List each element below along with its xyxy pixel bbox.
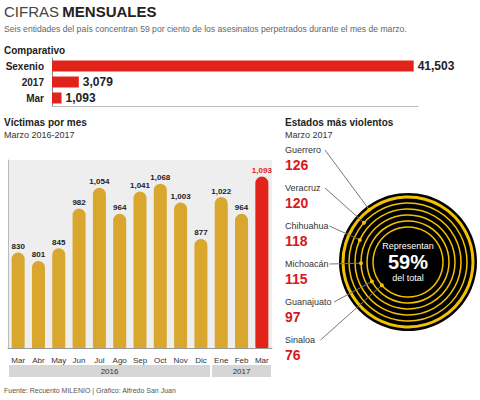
svg-text:1,054: 1,054 (89, 177, 110, 186)
svg-text:CIFRAS: CIFRAS (4, 3, 59, 20)
svg-text:76: 76 (285, 347, 301, 363)
svg-text:Dic: Dic (195, 356, 207, 365)
svg-text:Michoacán: Michoacán (285, 259, 329, 269)
svg-text:Estados más violentos: Estados más violentos (285, 117, 394, 128)
svg-text:Mar: Mar (26, 93, 44, 104)
svg-text:Oct: Oct (154, 356, 167, 365)
svg-text:964: 964 (235, 203, 249, 212)
svg-text:115: 115 (285, 271, 308, 287)
svg-text:Marzo 2017: Marzo 2017 (285, 130, 333, 140)
svg-text:830: 830 (11, 242, 25, 251)
svg-text:del total: del total (392, 273, 424, 283)
svg-text:Veracruz: Veracruz (285, 183, 321, 193)
svg-text:May: May (51, 356, 66, 365)
svg-text:Ago: Ago (113, 356, 128, 365)
svg-text:Seis entidades del país concen: Seis entidades del país concentran 59 po… (4, 24, 407, 34)
svg-text:1,003: 1,003 (171, 192, 192, 201)
svg-text:Sinaloa: Sinaloa (285, 335, 315, 345)
svg-text:964: 964 (113, 203, 127, 212)
svg-text:Mar: Mar (11, 356, 25, 365)
svg-text:2017: 2017 (233, 367, 251, 376)
svg-text:Ene: Ene (214, 356, 229, 365)
svg-text:Sexenio: Sexenio (6, 61, 44, 72)
svg-text:1,093: 1,093 (66, 91, 96, 105)
svg-text:Comparativo: Comparativo (4, 45, 65, 56)
svg-text:Víctimas por mes: Víctimas por mes (4, 117, 87, 128)
svg-text:2017: 2017 (22, 77, 45, 88)
svg-text:Chihuahua: Chihuahua (285, 221, 329, 231)
svg-text:1,093: 1,093 (252, 166, 273, 175)
svg-text:Abr: Abr (32, 356, 45, 365)
svg-text:Nov: Nov (173, 356, 187, 365)
svg-text:Jul: Jul (94, 356, 104, 365)
svg-text:982: 982 (72, 198, 86, 207)
svg-text:Mar: Mar (255, 356, 269, 365)
svg-text:118: 118 (285, 233, 308, 249)
svg-text:877: 877 (194, 228, 208, 237)
svg-text:1,022: 1,022 (211, 187, 232, 196)
svg-text:845: 845 (52, 238, 66, 247)
svg-text:3,079: 3,079 (83, 75, 113, 89)
svg-text:MENSUALES: MENSUALES (62, 3, 156, 20)
svg-text:801: 801 (32, 250, 46, 259)
svg-text:Fuente: Recuento MILENIO | Grá: Fuente: Recuento MILENIO | Gráfico: Alfr… (4, 387, 176, 395)
svg-text:1,041: 1,041 (130, 181, 151, 190)
svg-text:1,068: 1,068 (150, 173, 171, 182)
svg-text:Feb: Feb (235, 356, 249, 365)
svg-text:120: 120 (285, 195, 309, 211)
svg-text:Jun: Jun (73, 356, 86, 365)
svg-text:Marzo 2016-2017: Marzo 2016-2017 (4, 130, 75, 140)
svg-text:97: 97 (285, 309, 301, 325)
svg-text:126: 126 (285, 157, 309, 173)
svg-text:2016: 2016 (101, 367, 119, 376)
svg-text:Sep: Sep (133, 356, 148, 365)
svg-text:59%: 59% (388, 251, 428, 273)
svg-text:41,503: 41,503 (418, 59, 455, 73)
svg-text:Guerrero: Guerrero (285, 145, 321, 155)
svg-text:Guanajuato: Guanajuato (285, 297, 332, 307)
svg-text:Representan: Representan (382, 241, 434, 251)
